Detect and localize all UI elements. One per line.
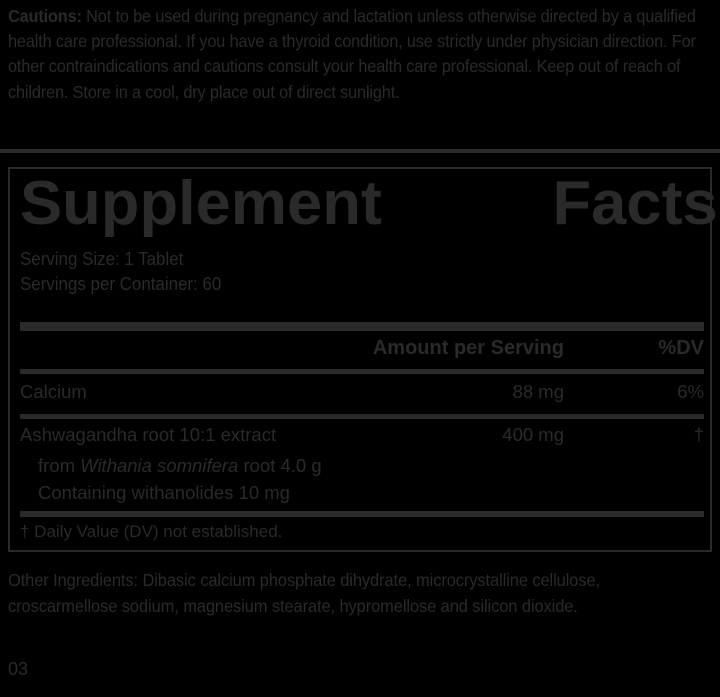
title-word-supplement: Supplement: [20, 169, 382, 238]
nutrient-dagger-symbol: †: [693, 424, 704, 445]
nutrient-subline: Containing withanolides 10 mg: [38, 479, 698, 506]
botanical-name: Withania somnifera: [80, 455, 239, 476]
subline-prefix: Containing withanolides 10 mg: [38, 482, 290, 503]
footer-code: 03: [8, 659, 29, 679]
title-word-facts: Facts: [552, 169, 718, 238]
serving-information: Serving Size: 1 Tablet Servings per Cont…: [20, 247, 584, 296]
table-row: Calcium 88 mg 6%: [20, 381, 704, 403]
daily-value-footnote: † Daily Value (DV) not established.: [20, 522, 283, 541]
supplement-facts-inner: Supplement Facts Serving Size: 1 Tablet …: [18, 169, 718, 550]
cautions-paragraph: Cautions: Not to be used during pregnanc…: [8, 4, 711, 105]
nutrient-amount: 400 mg: [502, 424, 564, 445]
supplement-facts-title: Supplement Facts: [20, 173, 718, 235]
table-header-row: Amount per Serving %DV: [20, 337, 704, 360]
header-cell-amount-per-serving: Amount per Serving: [372, 337, 564, 359]
table-row: Ashwagandha root 10:1 extract 400 mg †: [20, 424, 704, 446]
other-ingredients-section: Other Ingredients: Dibasic calcium phosp…: [8, 568, 712, 619]
supplement-facts-panel: Supplement Facts Serving Size: 1 Tablet …: [8, 167, 718, 552]
serving-size-line: Serving Size: 1 Tablet: [20, 249, 184, 269]
other-ingredients-paragraph: Other Ingredients: Dibasic calcium phosp…: [8, 570, 600, 616]
cautions-heading: Cautions:: [8, 6, 82, 26]
header-cell-percent-dv: %DV: [658, 337, 704, 359]
nutrient-sublines: from Withania somnifera root 4.0 g Conta…: [38, 452, 698, 506]
nutrient-name: Ashwagandha root 10:1 extract: [20, 424, 277, 445]
nutrient-subline: from Withania somnifera root 4.0 g: [38, 452, 698, 479]
table-rule-under-header: [20, 369, 704, 374]
table-rule-under-calcium: [20, 414, 704, 419]
cautions-body: Not to be used during pregnancy and lact…: [8, 6, 696, 102]
cautions-section: Cautions: Not to be used during pregnanc…: [8, 4, 712, 105]
nutrient-name: Calcium: [20, 381, 87, 402]
subline-suffix: root 4.0 g: [238, 455, 322, 476]
nutrient-percent-dv: 6%: [677, 381, 704, 402]
section-divider: [0, 149, 720, 153]
table-rule-under-ashwagandha: [20, 511, 704, 517]
subline-prefix: from: [38, 455, 81, 476]
nutrient-amount: 88 mg: [512, 381, 564, 402]
table-rule-top: [20, 322, 704, 331]
servings-per-container-line: Servings per Container: 60: [20, 273, 222, 294]
